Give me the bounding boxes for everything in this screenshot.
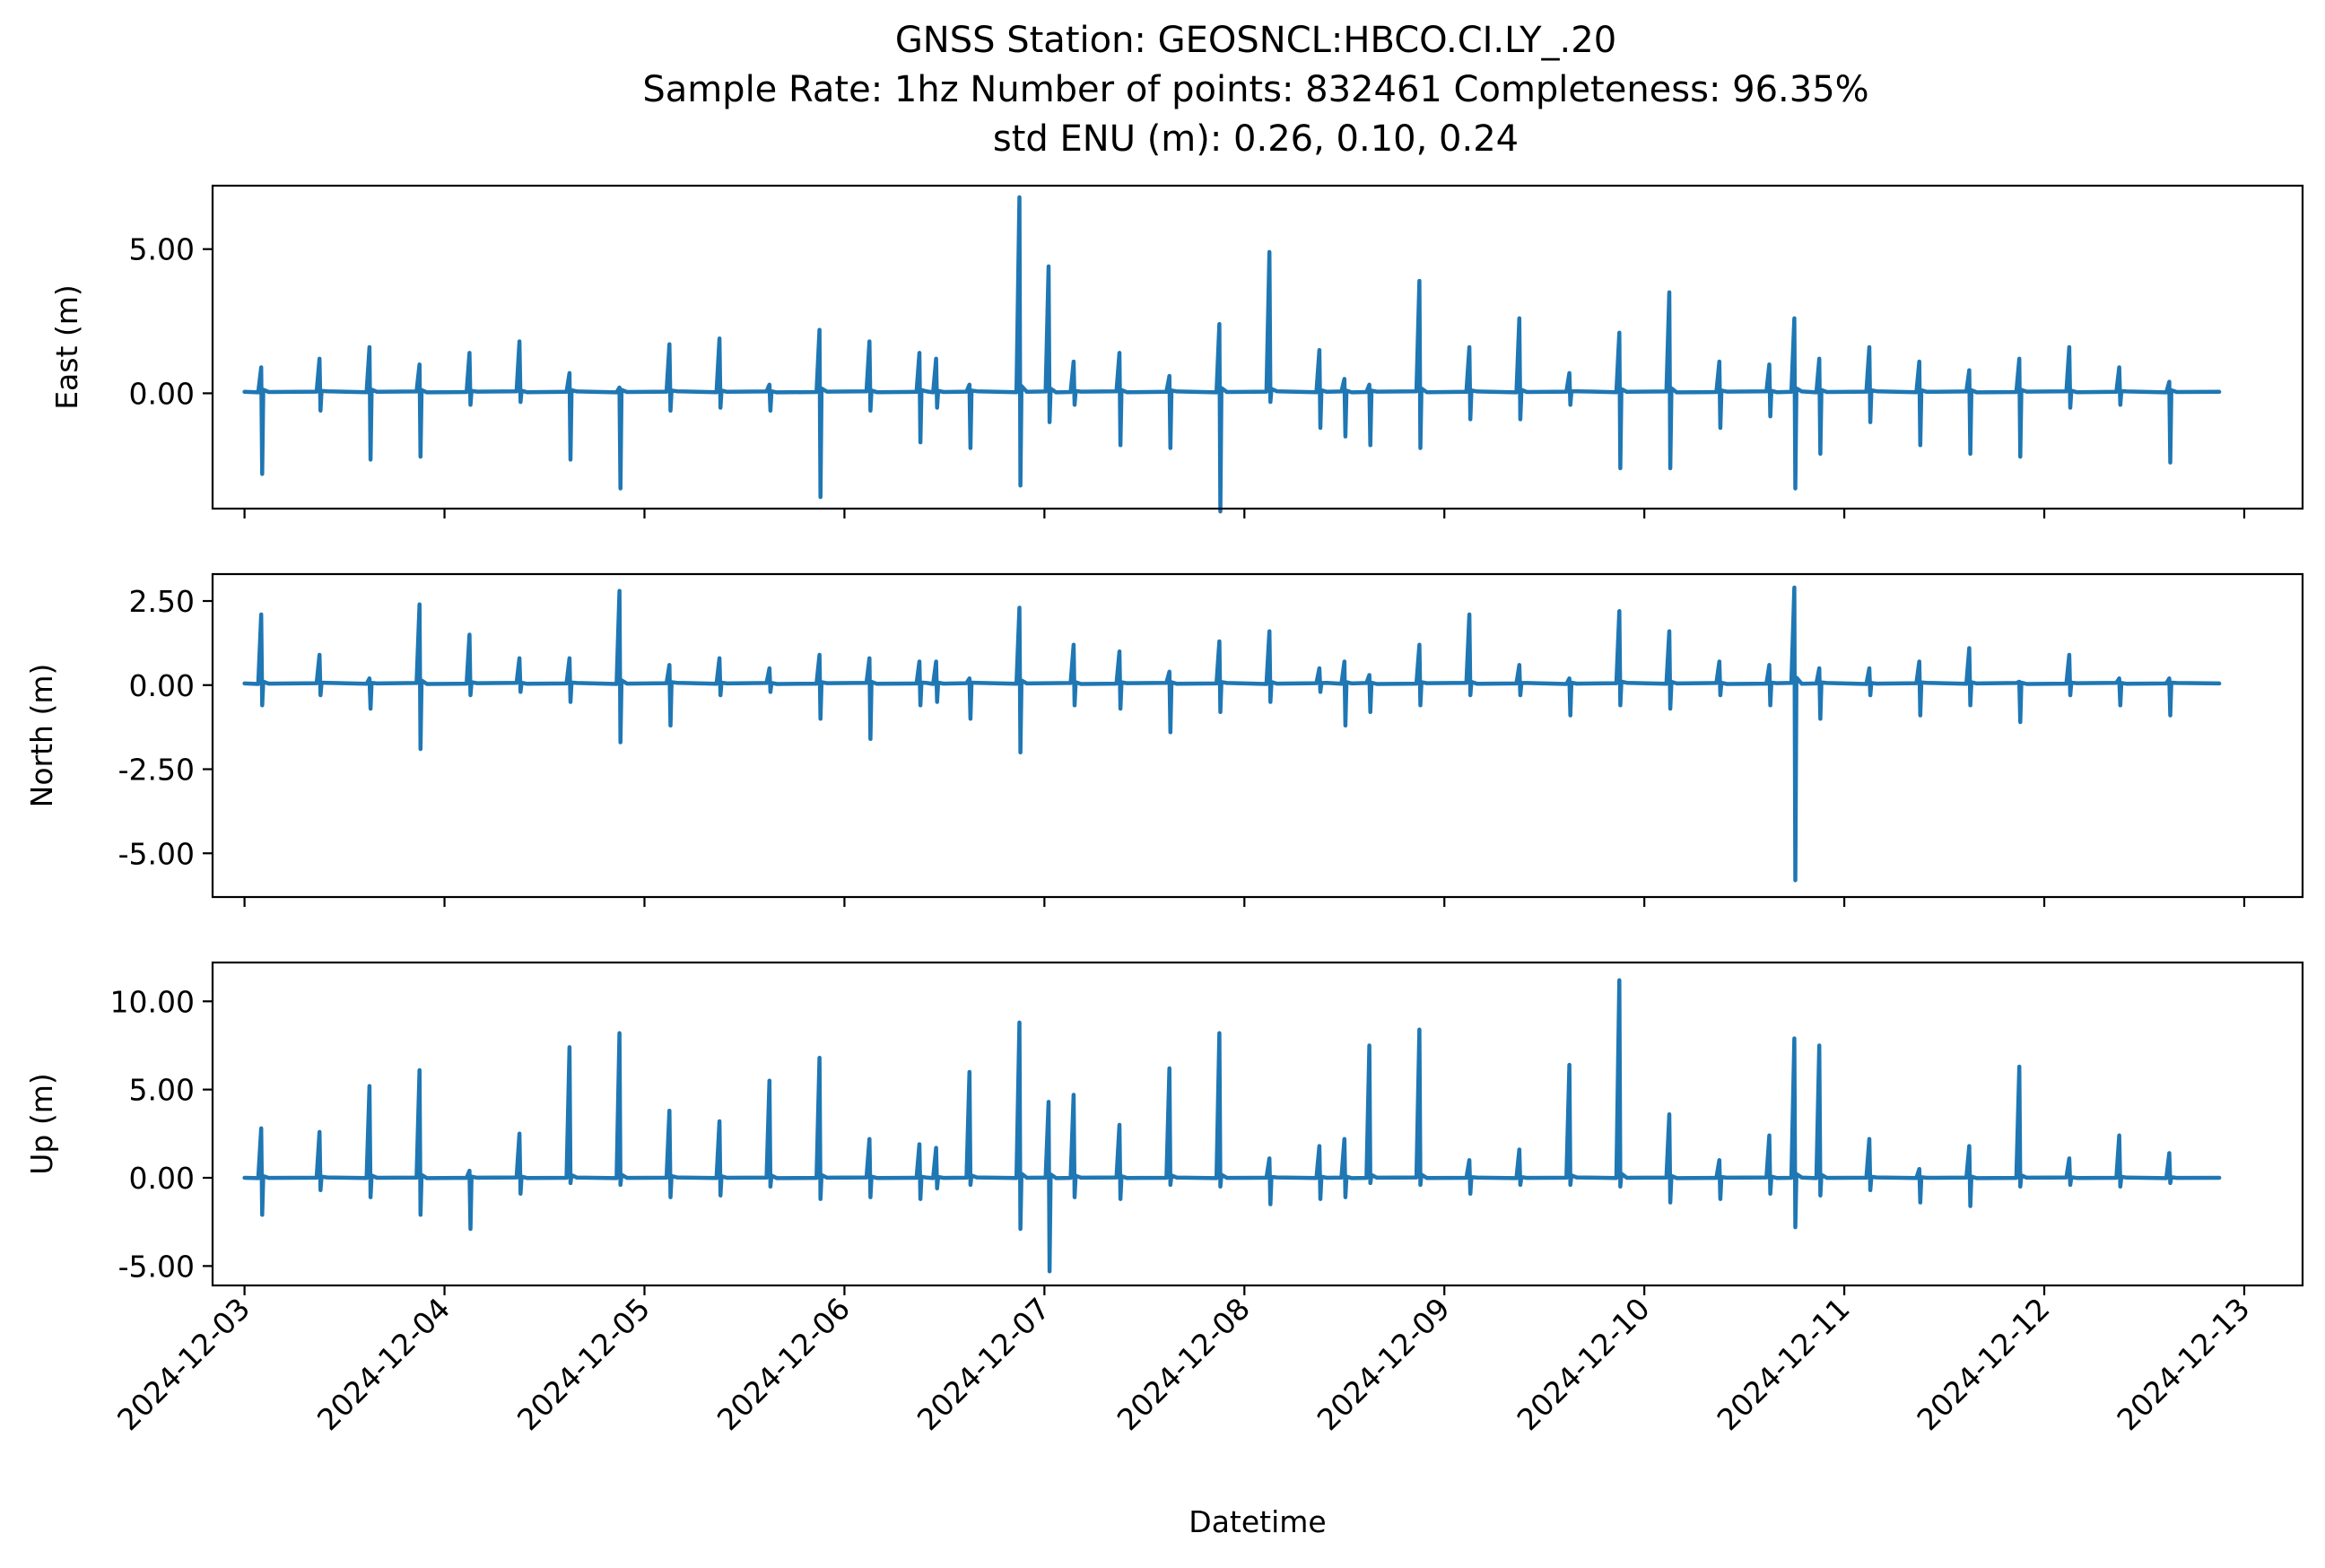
- series-line-east: [242, 195, 2222, 514]
- axes-frame-east: [211, 184, 2304, 510]
- subplot-east: 0.00 5.00 East (m): [49, 184, 2304, 518]
- ylabel-north: North (m): [24, 664, 59, 808]
- axes-frame-up: [211, 961, 2304, 1287]
- ylabel-up: Up (m): [24, 1073, 59, 1175]
- ytick-label-east-1: 5.00: [129, 232, 195, 267]
- ytick-label-up-3: 10.00: [110, 984, 195, 1019]
- ytick-label-up-0: -5.00: [118, 1249, 195, 1284]
- subplot-north: -5.00 -2.50 0.00 2.50 North (m): [24, 572, 2304, 907]
- ylabel-east: East (m): [49, 284, 84, 410]
- figure-title: GNSS Station: GEOSNCL:HBCO.CI.LY_.20 Sam…: [642, 20, 1868, 160]
- title-line-3: std ENU (m): 0.26, 0.10, 0.24: [993, 118, 1519, 160]
- ytick-label-up-2: 5.00: [129, 1073, 195, 1108]
- ytick-label-up-1: 0.00: [129, 1161, 195, 1196]
- series-line-north: [242, 585, 2222, 883]
- title-line-2: Sample Rate: 1hz Number of points: 83246…: [642, 69, 1868, 110]
- series-line-up: [242, 978, 2222, 1274]
- ytick-label-north-1: -2.50: [118, 753, 195, 788]
- axes-frame-north: [211, 572, 2304, 899]
- xlabel: Datetime: [1189, 1504, 1326, 1539]
- title-line-1: GNSS Station: GEOSNCL:HBCO.CI.LY_.20: [895, 20, 1616, 61]
- ytick-label-north-3: 2.50: [129, 584, 195, 619]
- ytick-label-north-0: -5.00: [118, 836, 195, 871]
- ytick-label-east-0: 0.00: [129, 376, 195, 411]
- ytick-label-north-2: 0.00: [129, 668, 195, 703]
